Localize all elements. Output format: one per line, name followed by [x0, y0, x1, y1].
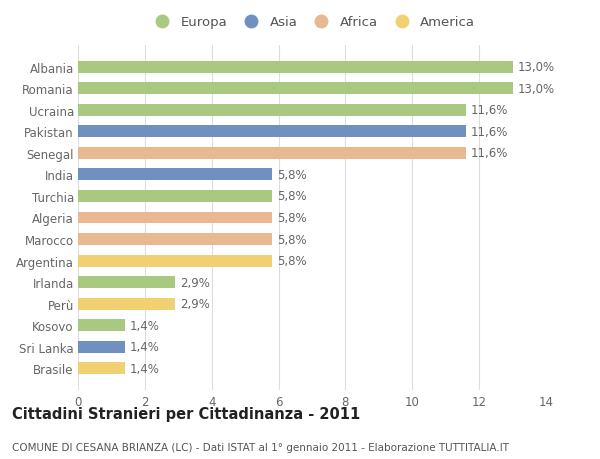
- Bar: [78, 83, 512, 95]
- Bar: [78, 62, 512, 73]
- Text: Cittadini Stranieri per Cittadinanza - 2011: Cittadini Stranieri per Cittadinanza - 2…: [12, 406, 360, 421]
- Bar: [78, 126, 466, 138]
- Bar: [78, 148, 466, 159]
- Text: 5,8%: 5,8%: [277, 212, 307, 224]
- Text: 2,9%: 2,9%: [180, 297, 210, 311]
- Bar: [78, 363, 125, 375]
- Text: 13,0%: 13,0%: [518, 83, 555, 95]
- Bar: [78, 169, 272, 181]
- Text: 1,4%: 1,4%: [130, 362, 160, 375]
- Bar: [78, 277, 175, 288]
- Text: 5,8%: 5,8%: [277, 168, 307, 181]
- Bar: [78, 212, 272, 224]
- Bar: [78, 298, 175, 310]
- Bar: [78, 105, 466, 117]
- Text: 11,6%: 11,6%: [471, 125, 508, 139]
- Text: 1,4%: 1,4%: [130, 319, 160, 332]
- Bar: [78, 341, 125, 353]
- Text: 2,9%: 2,9%: [180, 276, 210, 289]
- Text: 1,4%: 1,4%: [130, 341, 160, 353]
- Legend: Europa, Asia, Africa, America: Europa, Asia, Africa, America: [143, 11, 481, 35]
- Text: 11,6%: 11,6%: [471, 104, 508, 117]
- Text: 5,8%: 5,8%: [277, 233, 307, 246]
- Bar: [78, 319, 125, 331]
- Bar: [78, 255, 272, 267]
- Text: 13,0%: 13,0%: [518, 61, 555, 74]
- Text: COMUNE DI CESANA BRIANZA (LC) - Dati ISTAT al 1° gennaio 2011 - Elaborazione TUT: COMUNE DI CESANA BRIANZA (LC) - Dati IST…: [12, 442, 509, 452]
- Bar: [78, 234, 272, 246]
- Text: 11,6%: 11,6%: [471, 147, 508, 160]
- Text: 5,8%: 5,8%: [277, 255, 307, 268]
- Bar: [78, 190, 272, 202]
- Text: 5,8%: 5,8%: [277, 190, 307, 203]
